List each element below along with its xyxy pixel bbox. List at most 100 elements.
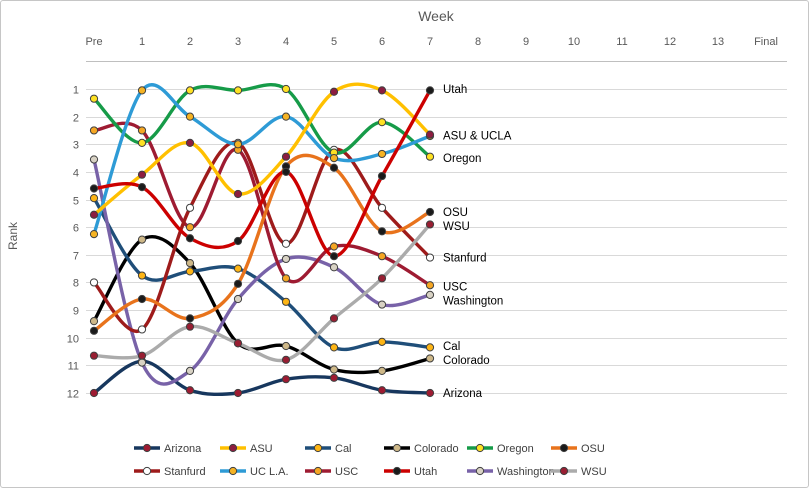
series-marker [137, 126, 147, 135]
series-marker [137, 271, 147, 280]
series-marker [89, 210, 99, 219]
legend-swatch-marker [559, 443, 569, 453]
series-marker [233, 140, 243, 149]
series-marker [185, 366, 195, 375]
y-tick-label: 3 [73, 140, 79, 152]
series-marker [89, 94, 99, 103]
y-tick-label: 1 [73, 85, 79, 97]
series-marker [329, 365, 339, 374]
x-axis-label: Final [754, 36, 778, 48]
x-axis-label: 9 [523, 36, 529, 48]
series-marker [233, 339, 243, 348]
x-axis-label: 10 [568, 36, 580, 48]
series-marker [137, 235, 147, 244]
series-end-label: USC [443, 282, 467, 294]
x-axis-label: 5 [331, 36, 337, 48]
series-marker [281, 167, 291, 177]
y-tick-label: 6 [73, 223, 79, 235]
legend-label: Arizona [164, 443, 202, 455]
legend-swatch-marker [475, 443, 485, 453]
series-marker [425, 253, 435, 262]
series-marker [377, 118, 387, 127]
y-tick-label: 5 [73, 196, 79, 208]
legend-label: WSU [581, 466, 607, 478]
legend-item-arizona: Arizona [134, 443, 202, 455]
series-marker [425, 281, 435, 290]
series-marker [233, 264, 243, 273]
x-axis-label: 4 [283, 36, 289, 48]
series-marker [281, 152, 291, 161]
series-marker [233, 86, 243, 95]
series-asu [89, 82, 435, 219]
legend-swatch-marker [142, 466, 152, 476]
series-marker [233, 236, 243, 246]
legend-label: Washington [497, 466, 555, 478]
x-axis-label: 6 [379, 36, 385, 48]
series-marker [137, 183, 147, 192]
series-line [92, 82, 432, 217]
series-end-label: OSU [443, 207, 468, 219]
legend-item-utah: Utah [384, 466, 437, 478]
legend-swatch-marker [559, 466, 569, 476]
legend-swatch-marker [228, 443, 238, 453]
series-marker [233, 189, 243, 199]
series-marker [89, 351, 99, 360]
x-axis-label: 12 [664, 36, 676, 48]
series-marker [233, 279, 243, 288]
legend-label: Oregon [497, 443, 534, 455]
series-marker [89, 229, 99, 239]
series-marker [425, 152, 435, 161]
series-marker [281, 254, 291, 264]
legend-item-stanfurd: Stanfurd [134, 466, 206, 478]
x-axis-label: 3 [235, 36, 241, 48]
series-end-label: ASU & UCLA [443, 130, 512, 142]
series-marker [89, 326, 99, 335]
y-tick-label: 7 [73, 251, 79, 263]
series-marker [137, 294, 147, 304]
series-marker [377, 227, 387, 236]
series-marker [377, 171, 387, 181]
legend-swatch-marker [313, 466, 323, 476]
legend-item-washington: Washington [467, 466, 555, 478]
series-marker [329, 314, 339, 323]
legend-item-usc: USC [305, 466, 358, 478]
y-tick-label: 8 [73, 278, 79, 290]
legend-label: Cal [335, 443, 352, 455]
series-usc [89, 121, 435, 290]
series-marker [89, 317, 99, 326]
series-marker [185, 267, 195, 276]
series-marker [185, 223, 195, 232]
series-marker [425, 86, 435, 95]
x-axis-label: 7 [427, 36, 433, 48]
series-marker [329, 163, 339, 172]
series-marker [89, 126, 99, 135]
series-marker [89, 278, 99, 287]
series-marker [377, 386, 387, 395]
series-marker [377, 366, 387, 375]
series-marker [185, 138, 195, 147]
y-tick-label: 10 [67, 334, 79, 346]
series-marker [329, 263, 339, 272]
series-marker [185, 86, 195, 95]
series-end-label: WSU [443, 221, 470, 233]
legend-swatch-marker [392, 466, 402, 476]
x-axis-label: 13 [712, 36, 724, 48]
series-washington [89, 155, 435, 386]
series-marker [281, 274, 291, 283]
series-marker [137, 138, 147, 147]
series-marker [137, 358, 147, 367]
legend-label: Colorado [414, 443, 459, 455]
legend-item-oregon: Oregon [467, 443, 534, 455]
series-end-label: Oregon [443, 153, 481, 165]
series-oregon [89, 83, 435, 161]
legend-item-asu: ASU [220, 443, 273, 455]
x-axis-label: 1 [139, 36, 145, 48]
series-end-label: Cal [443, 341, 460, 353]
series-line [92, 88, 432, 258]
series-marker [233, 294, 243, 304]
series-uc-l-a- [89, 83, 435, 239]
series-marker [137, 170, 147, 179]
legend-swatch-marker [392, 443, 402, 453]
series-marker [329, 87, 339, 96]
